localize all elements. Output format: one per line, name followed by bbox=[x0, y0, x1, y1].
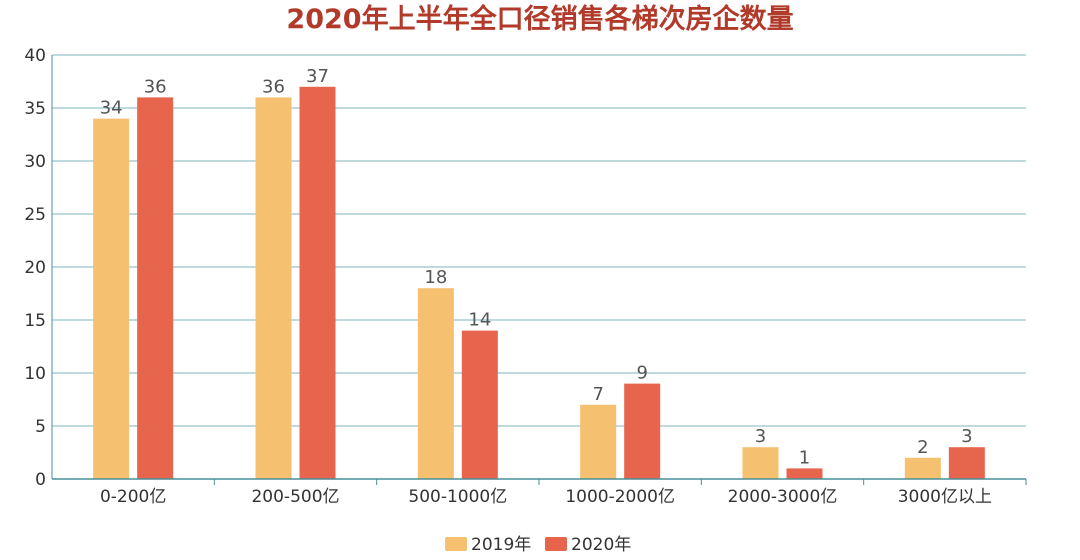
y-tick-label: 0 bbox=[35, 470, 46, 490]
data-label: 9 bbox=[636, 363, 647, 384]
data-label: 36 bbox=[144, 76, 167, 97]
bar-2020 bbox=[786, 468, 823, 479]
bar-2019 bbox=[93, 118, 130, 479]
x-axis: 0-200亿 200-500亿 500-1000亿 1000-2000亿 2000-30… bbox=[51, 55, 1027, 507]
bar-2019 bbox=[580, 404, 617, 479]
x-tick-label: 0-200亿 bbox=[100, 487, 166, 507]
data-labels: 34 36 36 37 18 14 7 9 3 1 2 3 bbox=[100, 66, 973, 469]
y-tick-label: 5 bbox=[35, 417, 46, 437]
y-tick-label: 10 bbox=[24, 364, 46, 384]
x-tick-label: 200-500亿 bbox=[251, 487, 339, 507]
y-tick-label: 40 bbox=[24, 46, 46, 66]
bar-2019 bbox=[417, 288, 454, 479]
data-label: 3 bbox=[961, 426, 972, 447]
bar-2019 bbox=[255, 97, 292, 480]
data-label: 14 bbox=[468, 310, 491, 331]
data-label: 36 bbox=[262, 76, 285, 97]
legend-label: 2019年 bbox=[471, 535, 531, 555]
bar-2020 bbox=[461, 330, 498, 479]
data-label: 3 bbox=[755, 426, 766, 447]
bar-2020 bbox=[948, 447, 985, 479]
legend-swatch bbox=[545, 537, 567, 551]
bar-2020 bbox=[137, 97, 174, 480]
y-tick-label: 30 bbox=[24, 152, 46, 172]
grid-lines bbox=[52, 54, 1026, 427]
x-tick-label: 500-1000亿 bbox=[408, 487, 507, 507]
bars bbox=[93, 86, 985, 480]
data-label: 1 bbox=[799, 447, 810, 468]
chart-title: 2020年上半年全口径销售各梯次房企数量 bbox=[286, 3, 793, 35]
legend: 2019年 2020年 bbox=[445, 535, 631, 555]
y-tick-label: 20 bbox=[24, 258, 46, 278]
data-label: 37 bbox=[306, 66, 329, 87]
x-tick-label: 3000亿以上 bbox=[898, 487, 992, 507]
y-axis-ticks: 0 5 10 15 20 25 30 35 40 bbox=[24, 46, 46, 490]
data-label: 2 bbox=[917, 437, 928, 458]
y-tick-label: 25 bbox=[24, 205, 46, 225]
data-label: 34 bbox=[100, 98, 123, 119]
x-tick-label: 1000-2000亿 bbox=[565, 487, 675, 507]
x-tick-label: 2000-3000亿 bbox=[728, 487, 838, 507]
data-label: 18 bbox=[424, 267, 447, 288]
y-tick-label: 15 bbox=[24, 311, 46, 331]
y-tick-label: 35 bbox=[24, 99, 46, 119]
bar-2020 bbox=[624, 383, 661, 479]
bar-2020 bbox=[299, 86, 336, 480]
legend-label: 2020年 bbox=[571, 535, 631, 555]
legend-swatch bbox=[445, 537, 467, 551]
bar-2019 bbox=[742, 447, 779, 479]
data-label: 7 bbox=[592, 384, 603, 405]
bar-2019 bbox=[904, 457, 941, 479]
